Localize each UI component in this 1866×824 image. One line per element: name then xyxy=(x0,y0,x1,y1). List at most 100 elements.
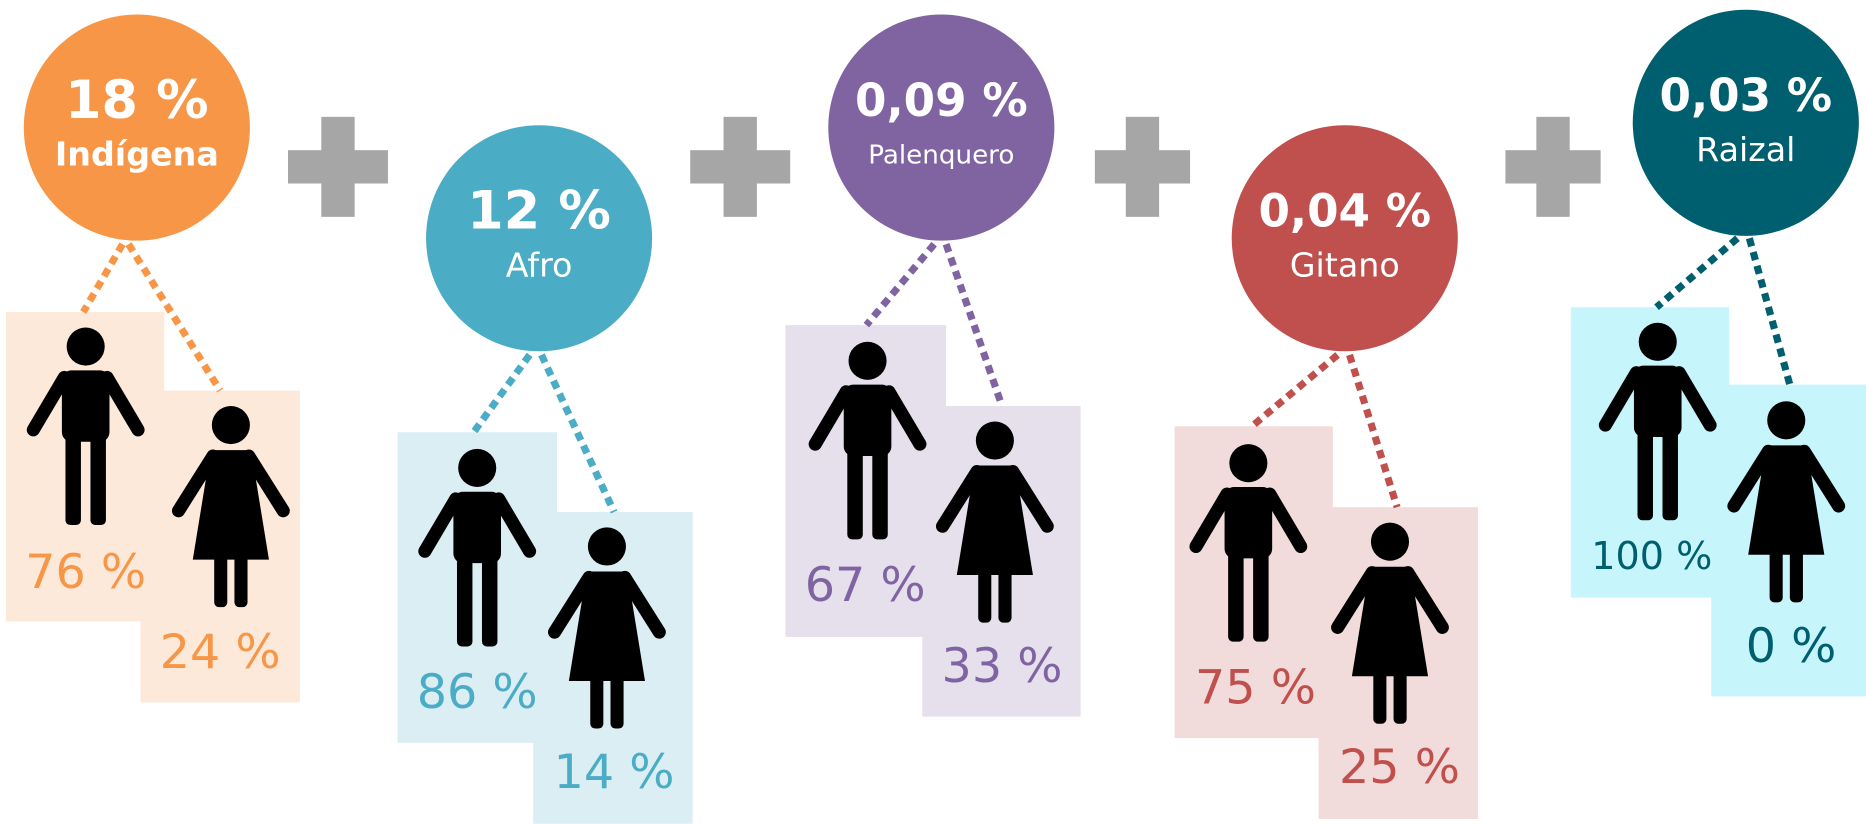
figures xyxy=(418,448,666,729)
leg xyxy=(872,444,888,540)
leg xyxy=(590,671,604,729)
dotted-connector xyxy=(942,243,1006,408)
head xyxy=(458,448,497,487)
head xyxy=(975,421,1014,460)
leg xyxy=(1637,425,1653,521)
dress xyxy=(1748,445,1825,555)
group-label: Indígena xyxy=(55,135,219,174)
plus xyxy=(1125,116,1160,217)
arms xyxy=(26,370,145,437)
torso xyxy=(843,384,892,457)
female-percent: 0 % xyxy=(1746,619,1837,674)
dotted-connector xyxy=(125,242,224,393)
leg xyxy=(610,671,624,729)
group-circle xyxy=(828,14,1055,241)
leg xyxy=(1662,425,1678,521)
male-percent: 75 % xyxy=(1195,660,1316,715)
leg xyxy=(481,551,498,647)
arms xyxy=(1331,566,1449,634)
leg xyxy=(1393,666,1407,724)
group-label: Palenquero xyxy=(868,141,1014,171)
arms xyxy=(1598,366,1717,432)
group-value: 0,09 % xyxy=(855,74,1028,127)
male-percent: 67 % xyxy=(805,558,926,613)
head xyxy=(848,341,887,380)
group-circle xyxy=(426,125,653,352)
leg xyxy=(214,550,228,608)
dress xyxy=(568,571,646,681)
leg xyxy=(1373,666,1387,724)
dotted-connector xyxy=(1346,353,1401,509)
dotted-connector xyxy=(1654,235,1740,310)
plus xyxy=(1536,116,1570,217)
dotted-connector xyxy=(1249,352,1340,430)
leg xyxy=(456,551,473,647)
group: 12 % Afro 86 % 14 % xyxy=(397,125,693,824)
group-circle xyxy=(1632,9,1859,236)
leg xyxy=(978,565,992,623)
female-percent: 25 % xyxy=(1339,740,1460,795)
leg xyxy=(1769,545,1783,603)
leg xyxy=(1789,545,1803,603)
group-value: 0,04 % xyxy=(1258,184,1431,237)
group: 18 % Indígena 76 % 24 % xyxy=(5,14,300,703)
dress xyxy=(956,465,1033,576)
dress xyxy=(1351,566,1429,677)
dotted-connector xyxy=(470,352,533,435)
torso xyxy=(1224,486,1273,559)
head xyxy=(1229,444,1268,483)
leg xyxy=(234,550,248,608)
group-label: Raizal xyxy=(1696,130,1795,169)
group-circle xyxy=(1231,125,1458,352)
dotted-connector xyxy=(538,353,618,514)
figures xyxy=(1598,322,1846,603)
arms xyxy=(548,570,666,639)
male-percent: 76 % xyxy=(25,545,146,600)
group: 0,04 % Gitano 75 % 25 % xyxy=(1174,125,1479,819)
plus-signs xyxy=(287,116,1601,217)
arms xyxy=(808,385,927,451)
arms xyxy=(418,492,537,558)
group-label: Afro xyxy=(506,245,573,284)
male-percent: 100 % xyxy=(1591,534,1712,578)
head xyxy=(66,327,105,366)
plus xyxy=(723,116,757,217)
arms xyxy=(171,449,290,518)
leg xyxy=(90,429,106,526)
head xyxy=(587,527,626,566)
plus xyxy=(321,116,355,217)
arms xyxy=(1189,487,1308,554)
torso xyxy=(1633,365,1682,437)
group-circle xyxy=(23,14,250,241)
leg xyxy=(1253,546,1269,642)
group-value: 18 % xyxy=(65,70,209,131)
female-percent: 24 % xyxy=(160,625,281,680)
group-value: 0,03 % xyxy=(1659,69,1832,122)
head xyxy=(1370,522,1410,561)
dotted-connector xyxy=(863,241,937,328)
group: 0,09 % Palenquero 67 % 33 % xyxy=(785,14,1081,717)
leg xyxy=(998,565,1012,623)
figures xyxy=(808,341,1054,623)
group: 0,03 % Raizal 100 % 0 % xyxy=(1570,9,1866,697)
female-percent: 14 % xyxy=(554,745,675,800)
female-percent: 33 % xyxy=(942,639,1063,694)
male-percent: 86 % xyxy=(417,665,538,720)
dotted-connector xyxy=(80,242,126,314)
leg xyxy=(65,429,81,526)
dotted-connector xyxy=(1745,237,1794,386)
figures xyxy=(1189,444,1449,724)
figures xyxy=(26,327,290,608)
arms xyxy=(935,464,1054,533)
leg xyxy=(1228,546,1244,642)
dress xyxy=(192,450,269,560)
group-label: Gitano xyxy=(1290,245,1400,284)
torso xyxy=(453,491,502,564)
head xyxy=(1767,401,1806,440)
head xyxy=(211,406,250,445)
group-value: 12 % xyxy=(467,180,611,241)
leg xyxy=(847,444,863,540)
torso xyxy=(61,370,110,442)
